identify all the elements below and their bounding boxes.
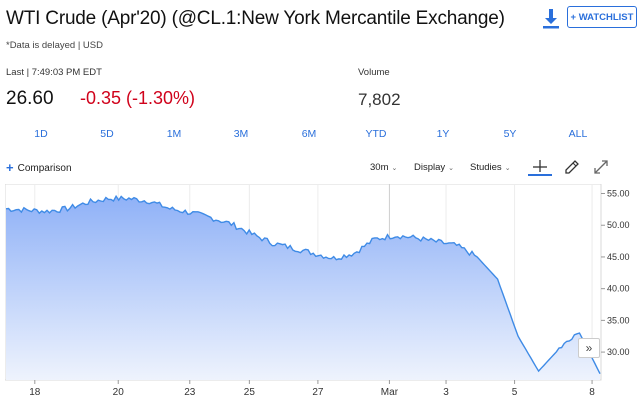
price-chart-svg: 30.00 35.00 40.00 45.00 50.00 55.00 18 20 23 25 2…	[5, 184, 630, 398]
download-button[interactable]	[541, 8, 561, 30]
interval-dropdown[interactable]: 30m ⌄	[370, 162, 397, 173]
crosshair-icon	[528, 160, 552, 176]
display-dropdown[interactable]: Display ⌄	[414, 162, 454, 173]
display-label: Display	[414, 162, 446, 173]
price-line	[5, 194, 601, 375]
chart-toolbar: + Comparison 30m ⌄ Display ⌄ Studies ⌄	[0, 158, 640, 180]
delayed-note: *Data is delayed | USD	[6, 40, 103, 51]
comparison-button[interactable]: + Comparison	[6, 160, 72, 175]
chevron-down-icon: ⌄	[504, 165, 511, 172]
chevron-down-icon: ⌄	[448, 165, 455, 172]
draw-tool-button[interactable]	[562, 158, 582, 178]
price-area	[6, 196, 600, 380]
range-all[interactable]: ALL	[568, 128, 588, 140]
range-ytd[interactable]: YTD	[365, 128, 387, 140]
crosshair-tool-button[interactable]	[528, 158, 552, 178]
y-axis: 30.00 35.00 40.00 45.00 50.00 55.00	[601, 189, 630, 357]
y-tick-label: 50.00	[607, 220, 630, 230]
fullscreen-button[interactable]	[591, 158, 611, 178]
range-1d[interactable]: 1D	[34, 128, 48, 140]
x-tick-label: 5	[512, 387, 518, 398]
volume-label: Volume	[358, 67, 390, 78]
comparison-label: Comparison	[17, 163, 72, 174]
plus-icon: +	[6, 160, 14, 175]
range-6m[interactable]: 6M	[301, 128, 317, 140]
x-tick-label: 3	[443, 387, 449, 398]
x-tick-label: 27	[312, 387, 324, 398]
interval-value: 30m	[370, 162, 389, 173]
studies-label: Studies	[470, 162, 502, 173]
time-range-bar: 1D 5D 1M 3M 6M YTD 1Y 5Y ALL	[0, 128, 640, 144]
studies-dropdown[interactable]: Studies ⌄	[470, 162, 511, 173]
download-icon	[543, 9, 559, 29]
x-tick-label: Mar	[381, 387, 399, 398]
x-tick-label: 8	[589, 387, 595, 398]
y-tick-label: 45.00	[607, 252, 630, 262]
volume-value: 7,802	[358, 90, 401, 109]
range-5d[interactable]: 5D	[100, 128, 114, 140]
x-axis: 18 20 23 25 27 Mar 3 5 8	[29, 380, 595, 398]
y-tick-label: 55.00	[607, 189, 630, 199]
x-tick-label: 25	[244, 387, 256, 398]
price-chart[interactable]: 30.00 35.00 40.00 45.00 50.00 55.00 18 20 23 25 2…	[5, 184, 640, 405]
draw-pencil-icon	[565, 160, 579, 174]
chevron-down-icon: ⌄	[391, 165, 398, 172]
range-1m[interactable]: 1M	[166, 128, 182, 140]
last-trade-label: Last | 7:49:03 PM EDT	[6, 67, 102, 78]
last-price: 26.60	[6, 88, 54, 109]
y-tick-label: 35.00	[607, 315, 630, 325]
x-tick-label: 23	[184, 387, 196, 398]
range-1y[interactable]: 1Y	[436, 128, 450, 140]
price-change: -0.35 (-1.30%)	[80, 88, 196, 108]
y-tick-label: 40.00	[607, 284, 630, 294]
y-tick-label: 30.00	[607, 347, 630, 357]
x-tick-label: 20	[113, 387, 125, 398]
chart-scroll-right-button[interactable]: »	[578, 338, 600, 358]
x-tick-label: 18	[29, 387, 41, 398]
range-5y[interactable]: 5Y	[503, 128, 517, 140]
range-3m[interactable]: 3M	[233, 128, 249, 140]
add-to-watchlist-button[interactable]: + WATCHLIST	[567, 6, 637, 28]
page-title: WTI Crude (Apr'20) (@CL.1:New York Merca…	[6, 8, 505, 29]
fullscreen-icon	[594, 160, 608, 174]
